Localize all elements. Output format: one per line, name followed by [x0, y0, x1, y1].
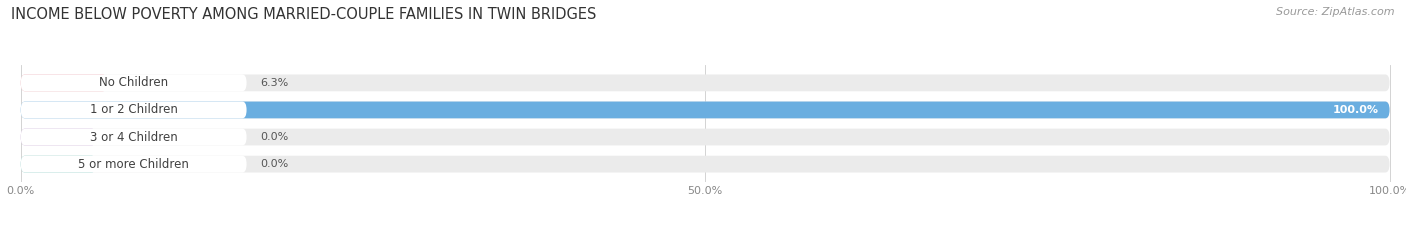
- Text: 5 or more Children: 5 or more Children: [79, 158, 188, 171]
- FancyBboxPatch shape: [21, 102, 246, 118]
- FancyBboxPatch shape: [21, 129, 1389, 145]
- FancyBboxPatch shape: [21, 75, 107, 91]
- Text: 100.0%: 100.0%: [1333, 105, 1378, 115]
- FancyBboxPatch shape: [21, 156, 1389, 172]
- Text: INCOME BELOW POVERTY AMONG MARRIED-COUPLE FAMILIES IN TWIN BRIDGES: INCOME BELOW POVERTY AMONG MARRIED-COUPL…: [11, 7, 596, 22]
- Text: 3 or 4 Children: 3 or 4 Children: [90, 130, 177, 144]
- FancyBboxPatch shape: [21, 75, 1389, 91]
- Text: 0.0%: 0.0%: [260, 132, 288, 142]
- Text: No Children: No Children: [98, 76, 169, 89]
- FancyBboxPatch shape: [21, 102, 1389, 118]
- FancyBboxPatch shape: [21, 156, 96, 172]
- Text: 6.3%: 6.3%: [260, 78, 288, 88]
- Text: Source: ZipAtlas.com: Source: ZipAtlas.com: [1277, 7, 1395, 17]
- FancyBboxPatch shape: [21, 156, 246, 172]
- FancyBboxPatch shape: [21, 129, 246, 145]
- FancyBboxPatch shape: [21, 102, 1389, 118]
- Text: 1 or 2 Children: 1 or 2 Children: [90, 103, 177, 116]
- Text: 0.0%: 0.0%: [260, 159, 288, 169]
- FancyBboxPatch shape: [21, 129, 96, 145]
- FancyBboxPatch shape: [21, 75, 246, 91]
